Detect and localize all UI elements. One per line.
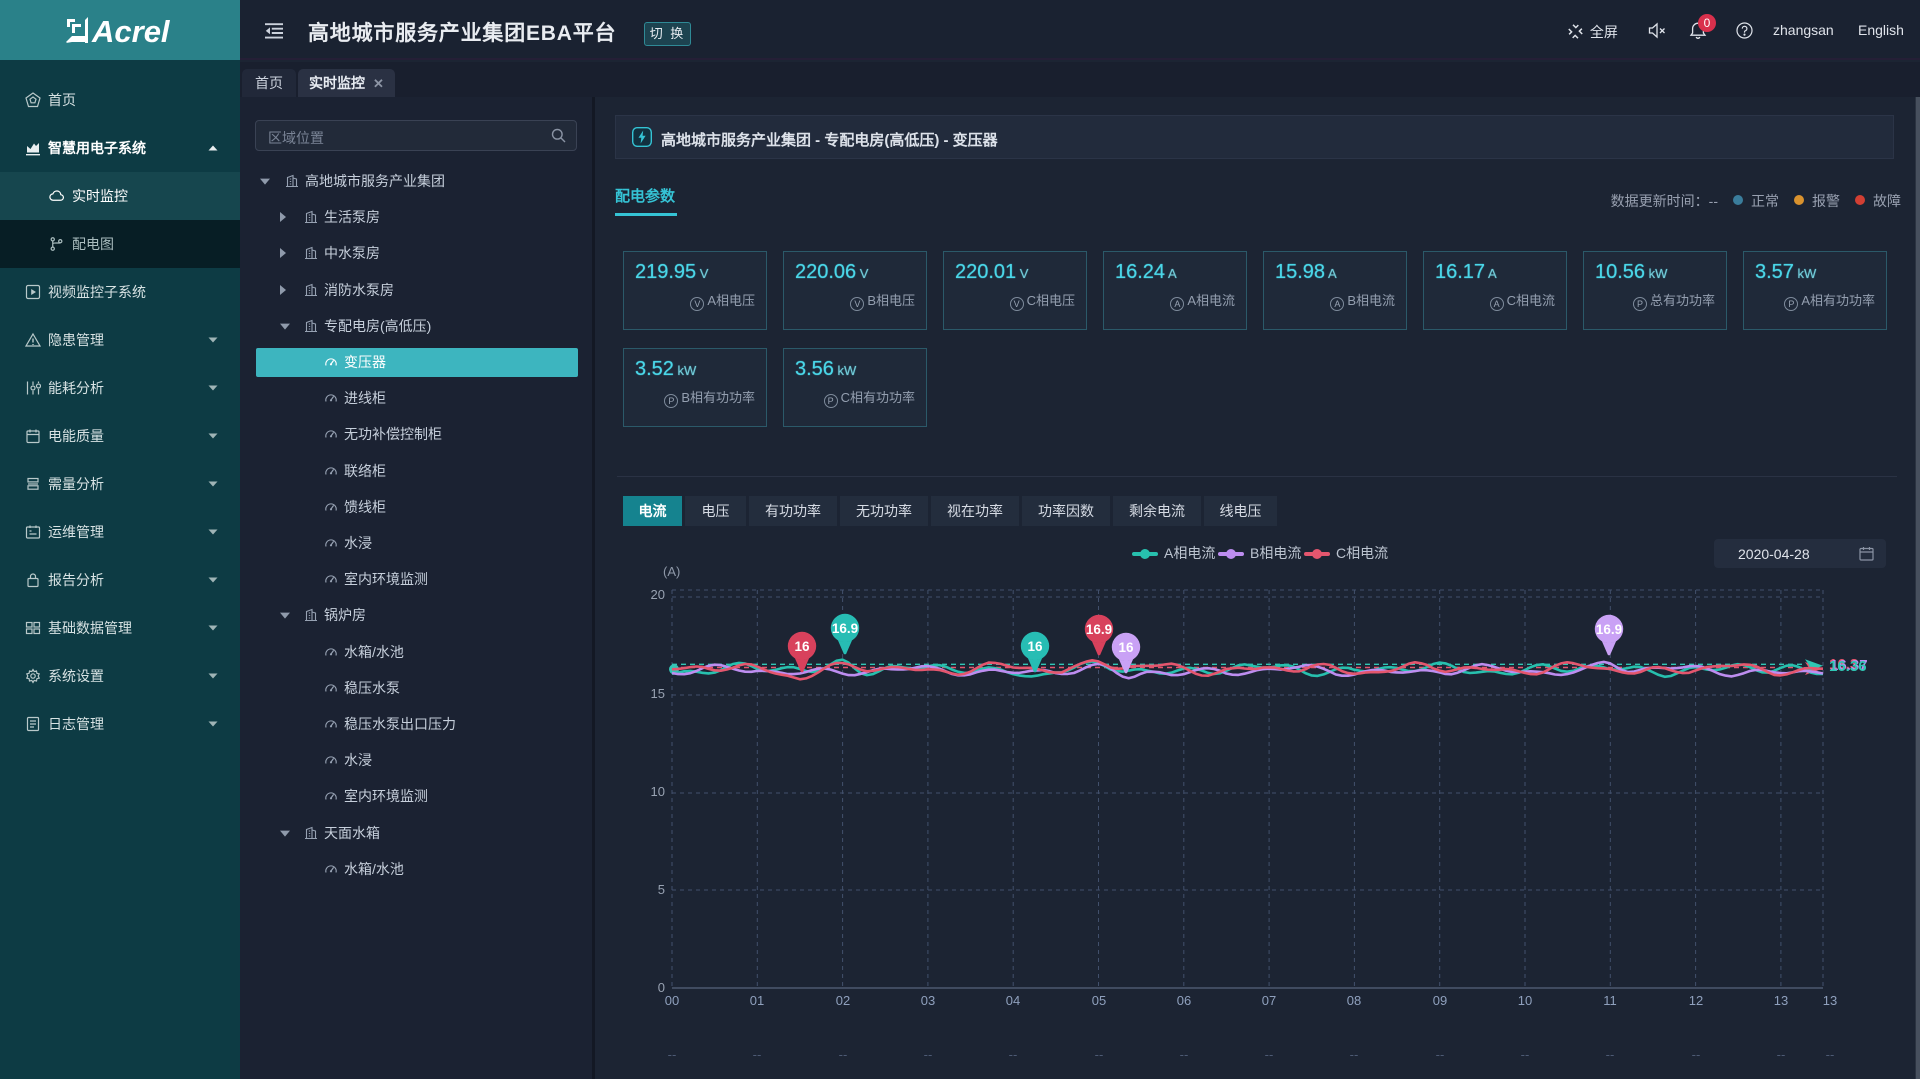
svg-text:16.36: 16.36 xyxy=(1829,658,1867,675)
svg-text:16.9: 16.9 xyxy=(832,621,858,636)
svg-text:Acrel: Acrel xyxy=(91,14,171,49)
svg-text:16.3: 16.3 xyxy=(1829,656,1858,673)
svg-text:16: 16 xyxy=(794,639,810,654)
svg-text:16.37: 16.37 xyxy=(1830,657,1868,674)
svg-text:16: 16 xyxy=(1118,640,1134,655)
svg-text:16.9: 16.9 xyxy=(1086,622,1112,637)
svg-text:16: 16 xyxy=(1027,639,1043,654)
svg-text:16.9: 16.9 xyxy=(1596,622,1622,637)
